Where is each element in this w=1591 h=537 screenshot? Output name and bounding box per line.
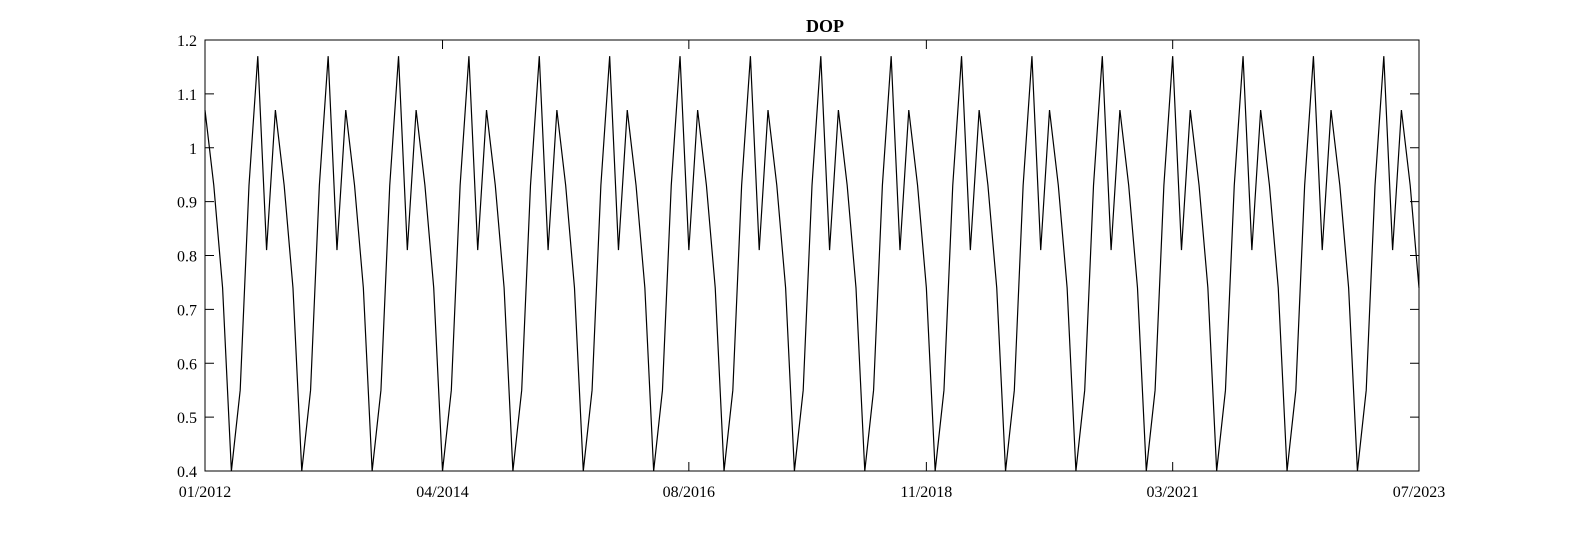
chart-title: DOP xyxy=(806,16,844,36)
x-tick-label: 11/2018 xyxy=(900,484,952,501)
y-tick-label: 1.1 xyxy=(177,87,197,104)
series-layer xyxy=(204,56,1420,472)
y-tick-label: 0.5 xyxy=(177,410,197,427)
x-axis: 01/2012 04/2014 08/2016 11/2018 03/2021 07/20… xyxy=(179,40,1445,501)
x-tick-label: 03/2021 xyxy=(1146,484,1198,501)
y-tick-label: 0.9 xyxy=(177,195,197,212)
x-tick-label: 01/2012 xyxy=(179,484,231,501)
x-tick-label: 07/2023 xyxy=(1393,484,1445,501)
y-tick-label: 1 xyxy=(189,141,197,158)
y-tick-label: 0.6 xyxy=(177,356,197,373)
plot-frame xyxy=(204,39,1420,472)
y-axis: 0.4 0.5 0.6 0.7 0.8 0.9 1 1.1 1.2 xyxy=(177,33,1419,481)
series-line-0 xyxy=(204,56,1420,472)
y-tick-label: 0.8 xyxy=(177,249,197,266)
x-tick-label: 08/2016 xyxy=(663,484,715,501)
y-tick-label: 1.2 xyxy=(177,33,197,50)
y-tick-label: 0.4 xyxy=(177,464,197,481)
x-tick-label: 04/2014 xyxy=(416,484,468,501)
y-tick-label: 0.7 xyxy=(177,302,197,319)
